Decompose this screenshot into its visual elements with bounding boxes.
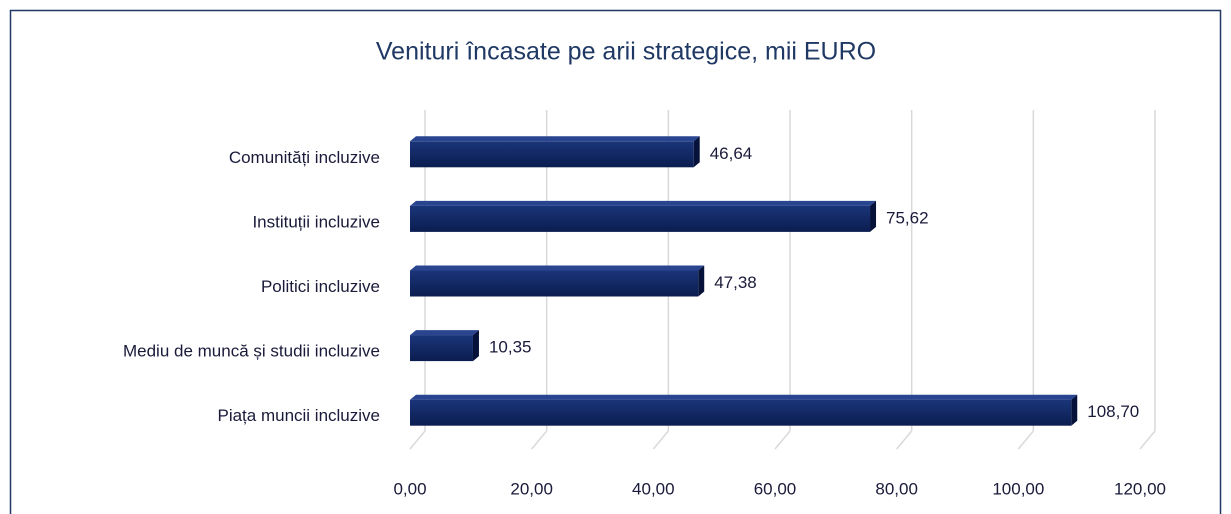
bar-side [870, 200, 877, 232]
floor-line [531, 430, 548, 450]
bar-top [410, 330, 479, 336]
bar [410, 205, 871, 232]
value-label: 47,38 [714, 273, 757, 292]
x-tick-label: 100,00 [992, 479, 1044, 498]
bar [410, 399, 1072, 426]
y-tick-label: Politici incluzive [261, 277, 380, 296]
bar-top [410, 265, 705, 271]
bar-top [410, 136, 700, 142]
bar-side [1071, 394, 1078, 426]
y-tick-label: Mediu de muncă și studii incluzive [123, 342, 380, 361]
x-tick-label: 40,00 [632, 479, 675, 498]
x-tick-label: 120,00 [1114, 479, 1166, 498]
bar [410, 270, 699, 297]
x-tick-label: 0,00 [393, 479, 426, 498]
floor-line [1139, 430, 1156, 450]
chart-frame [9, 9, 1222, 514]
floor-line [1017, 430, 1034, 450]
bar-side [693, 136, 700, 168]
y-tick-label: Instituții incluzive [252, 212, 380, 231]
floor-line [409, 430, 426, 450]
y-tick-label: Comunități incluzive [229, 148, 380, 167]
value-label: 10,35 [489, 338, 532, 357]
bar [410, 335, 473, 362]
bar-side [472, 330, 479, 362]
chart-title: Venituri încasate pe arii strategice, mi… [376, 38, 876, 66]
floor-line [774, 430, 791, 450]
value-label: 108,70 [1087, 402, 1139, 421]
y-tick-label: Piața muncii incluzive [217, 406, 380, 425]
value-label: 46,64 [710, 144, 753, 163]
value-label: 75,62 [886, 208, 929, 227]
floor-line [896, 430, 913, 450]
floor-line [652, 430, 669, 450]
bar-side [698, 265, 705, 297]
bar-top [410, 394, 1078, 400]
x-tick-label: 80,00 [875, 479, 918, 498]
bar [410, 141, 694, 168]
bar-top [410, 200, 877, 206]
x-tick-label: 60,00 [754, 479, 797, 498]
x-tick-label: 20,00 [510, 479, 553, 498]
